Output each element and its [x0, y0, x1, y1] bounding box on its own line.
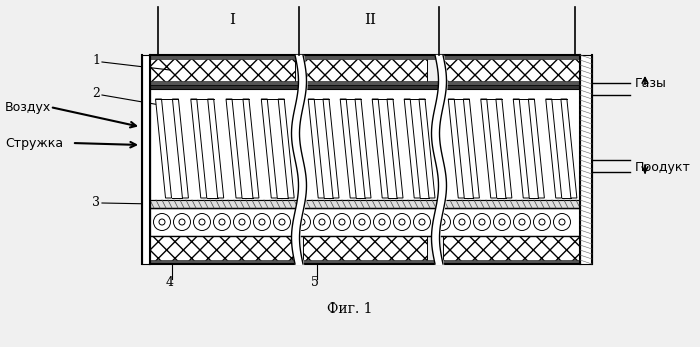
Polygon shape	[191, 99, 206, 198]
Text: Газы: Газы	[635, 76, 667, 90]
Polygon shape	[155, 99, 172, 198]
Circle shape	[399, 219, 405, 225]
Circle shape	[299, 219, 305, 225]
Text: Фиг. 1: Фиг. 1	[328, 302, 372, 316]
Bar	[150, 85, 580, 89]
Text: 4: 4	[166, 276, 174, 288]
Polygon shape	[513, 99, 529, 198]
Bar	[150, 89, 580, 200]
Circle shape	[554, 213, 570, 230]
Circle shape	[393, 213, 410, 230]
Bar	[150, 236, 295, 264]
Polygon shape	[243, 99, 259, 198]
Polygon shape	[463, 99, 480, 198]
Circle shape	[293, 213, 311, 230]
Polygon shape	[172, 99, 188, 198]
Circle shape	[193, 213, 211, 230]
Polygon shape	[278, 99, 294, 198]
Circle shape	[519, 219, 525, 225]
Circle shape	[354, 213, 370, 230]
Text: Продукт: Продукт	[635, 161, 691, 174]
Circle shape	[533, 213, 550, 230]
Bar	[303, 236, 427, 264]
Circle shape	[314, 213, 330, 230]
Circle shape	[433, 213, 451, 230]
Circle shape	[499, 219, 505, 225]
Polygon shape	[226, 99, 242, 198]
Circle shape	[359, 219, 365, 225]
Polygon shape	[355, 99, 371, 198]
Bar	[150, 200, 580, 208]
Bar	[580, 55, 592, 264]
Circle shape	[419, 219, 425, 225]
Bar	[142, 55, 150, 264]
Circle shape	[379, 219, 385, 225]
Circle shape	[374, 213, 391, 230]
Text: 5: 5	[311, 276, 319, 288]
Circle shape	[199, 219, 205, 225]
Circle shape	[494, 213, 510, 230]
Circle shape	[473, 213, 491, 230]
Circle shape	[539, 219, 545, 225]
Circle shape	[234, 213, 251, 230]
Polygon shape	[208, 99, 224, 198]
Text: 3: 3	[92, 195, 100, 209]
Circle shape	[153, 213, 171, 230]
Circle shape	[439, 219, 445, 225]
Circle shape	[174, 213, 190, 230]
Bar	[150, 55, 580, 59]
Circle shape	[339, 219, 345, 225]
Text: I: I	[229, 13, 235, 27]
Polygon shape	[372, 99, 389, 198]
Circle shape	[414, 213, 430, 230]
Bar	[142, 85, 150, 200]
Circle shape	[279, 219, 285, 225]
Polygon shape	[448, 99, 464, 198]
Text: Воздух: Воздух	[5, 101, 51, 113]
Polygon shape	[419, 99, 435, 198]
Polygon shape	[561, 99, 577, 198]
Polygon shape	[387, 99, 403, 198]
Bar	[150, 81, 580, 85]
Circle shape	[253, 213, 270, 230]
Circle shape	[333, 213, 351, 230]
Text: 1: 1	[92, 53, 100, 67]
Polygon shape	[340, 99, 356, 198]
Text: II: II	[364, 13, 376, 27]
Bar	[443, 55, 580, 85]
Circle shape	[259, 219, 265, 225]
Circle shape	[459, 219, 465, 225]
Circle shape	[319, 219, 325, 225]
Circle shape	[239, 219, 245, 225]
Circle shape	[219, 219, 225, 225]
Circle shape	[274, 213, 290, 230]
Circle shape	[214, 213, 230, 230]
Bar	[150, 260, 580, 264]
Circle shape	[479, 219, 485, 225]
Polygon shape	[528, 99, 545, 198]
Polygon shape	[308, 99, 324, 198]
Polygon shape	[261, 99, 277, 198]
Circle shape	[559, 219, 565, 225]
Text: 2: 2	[92, 86, 100, 100]
Polygon shape	[404, 99, 420, 198]
Circle shape	[179, 219, 185, 225]
Bar	[150, 208, 580, 236]
Polygon shape	[496, 99, 512, 198]
Text: Стружка: Стружка	[5, 136, 63, 150]
Bar	[303, 55, 427, 85]
Polygon shape	[323, 99, 339, 198]
Circle shape	[454, 213, 470, 230]
Polygon shape	[546, 99, 561, 198]
Polygon shape	[481, 99, 497, 198]
Circle shape	[159, 219, 165, 225]
Circle shape	[514, 213, 531, 230]
Bar	[443, 236, 580, 264]
Bar	[150, 55, 295, 85]
